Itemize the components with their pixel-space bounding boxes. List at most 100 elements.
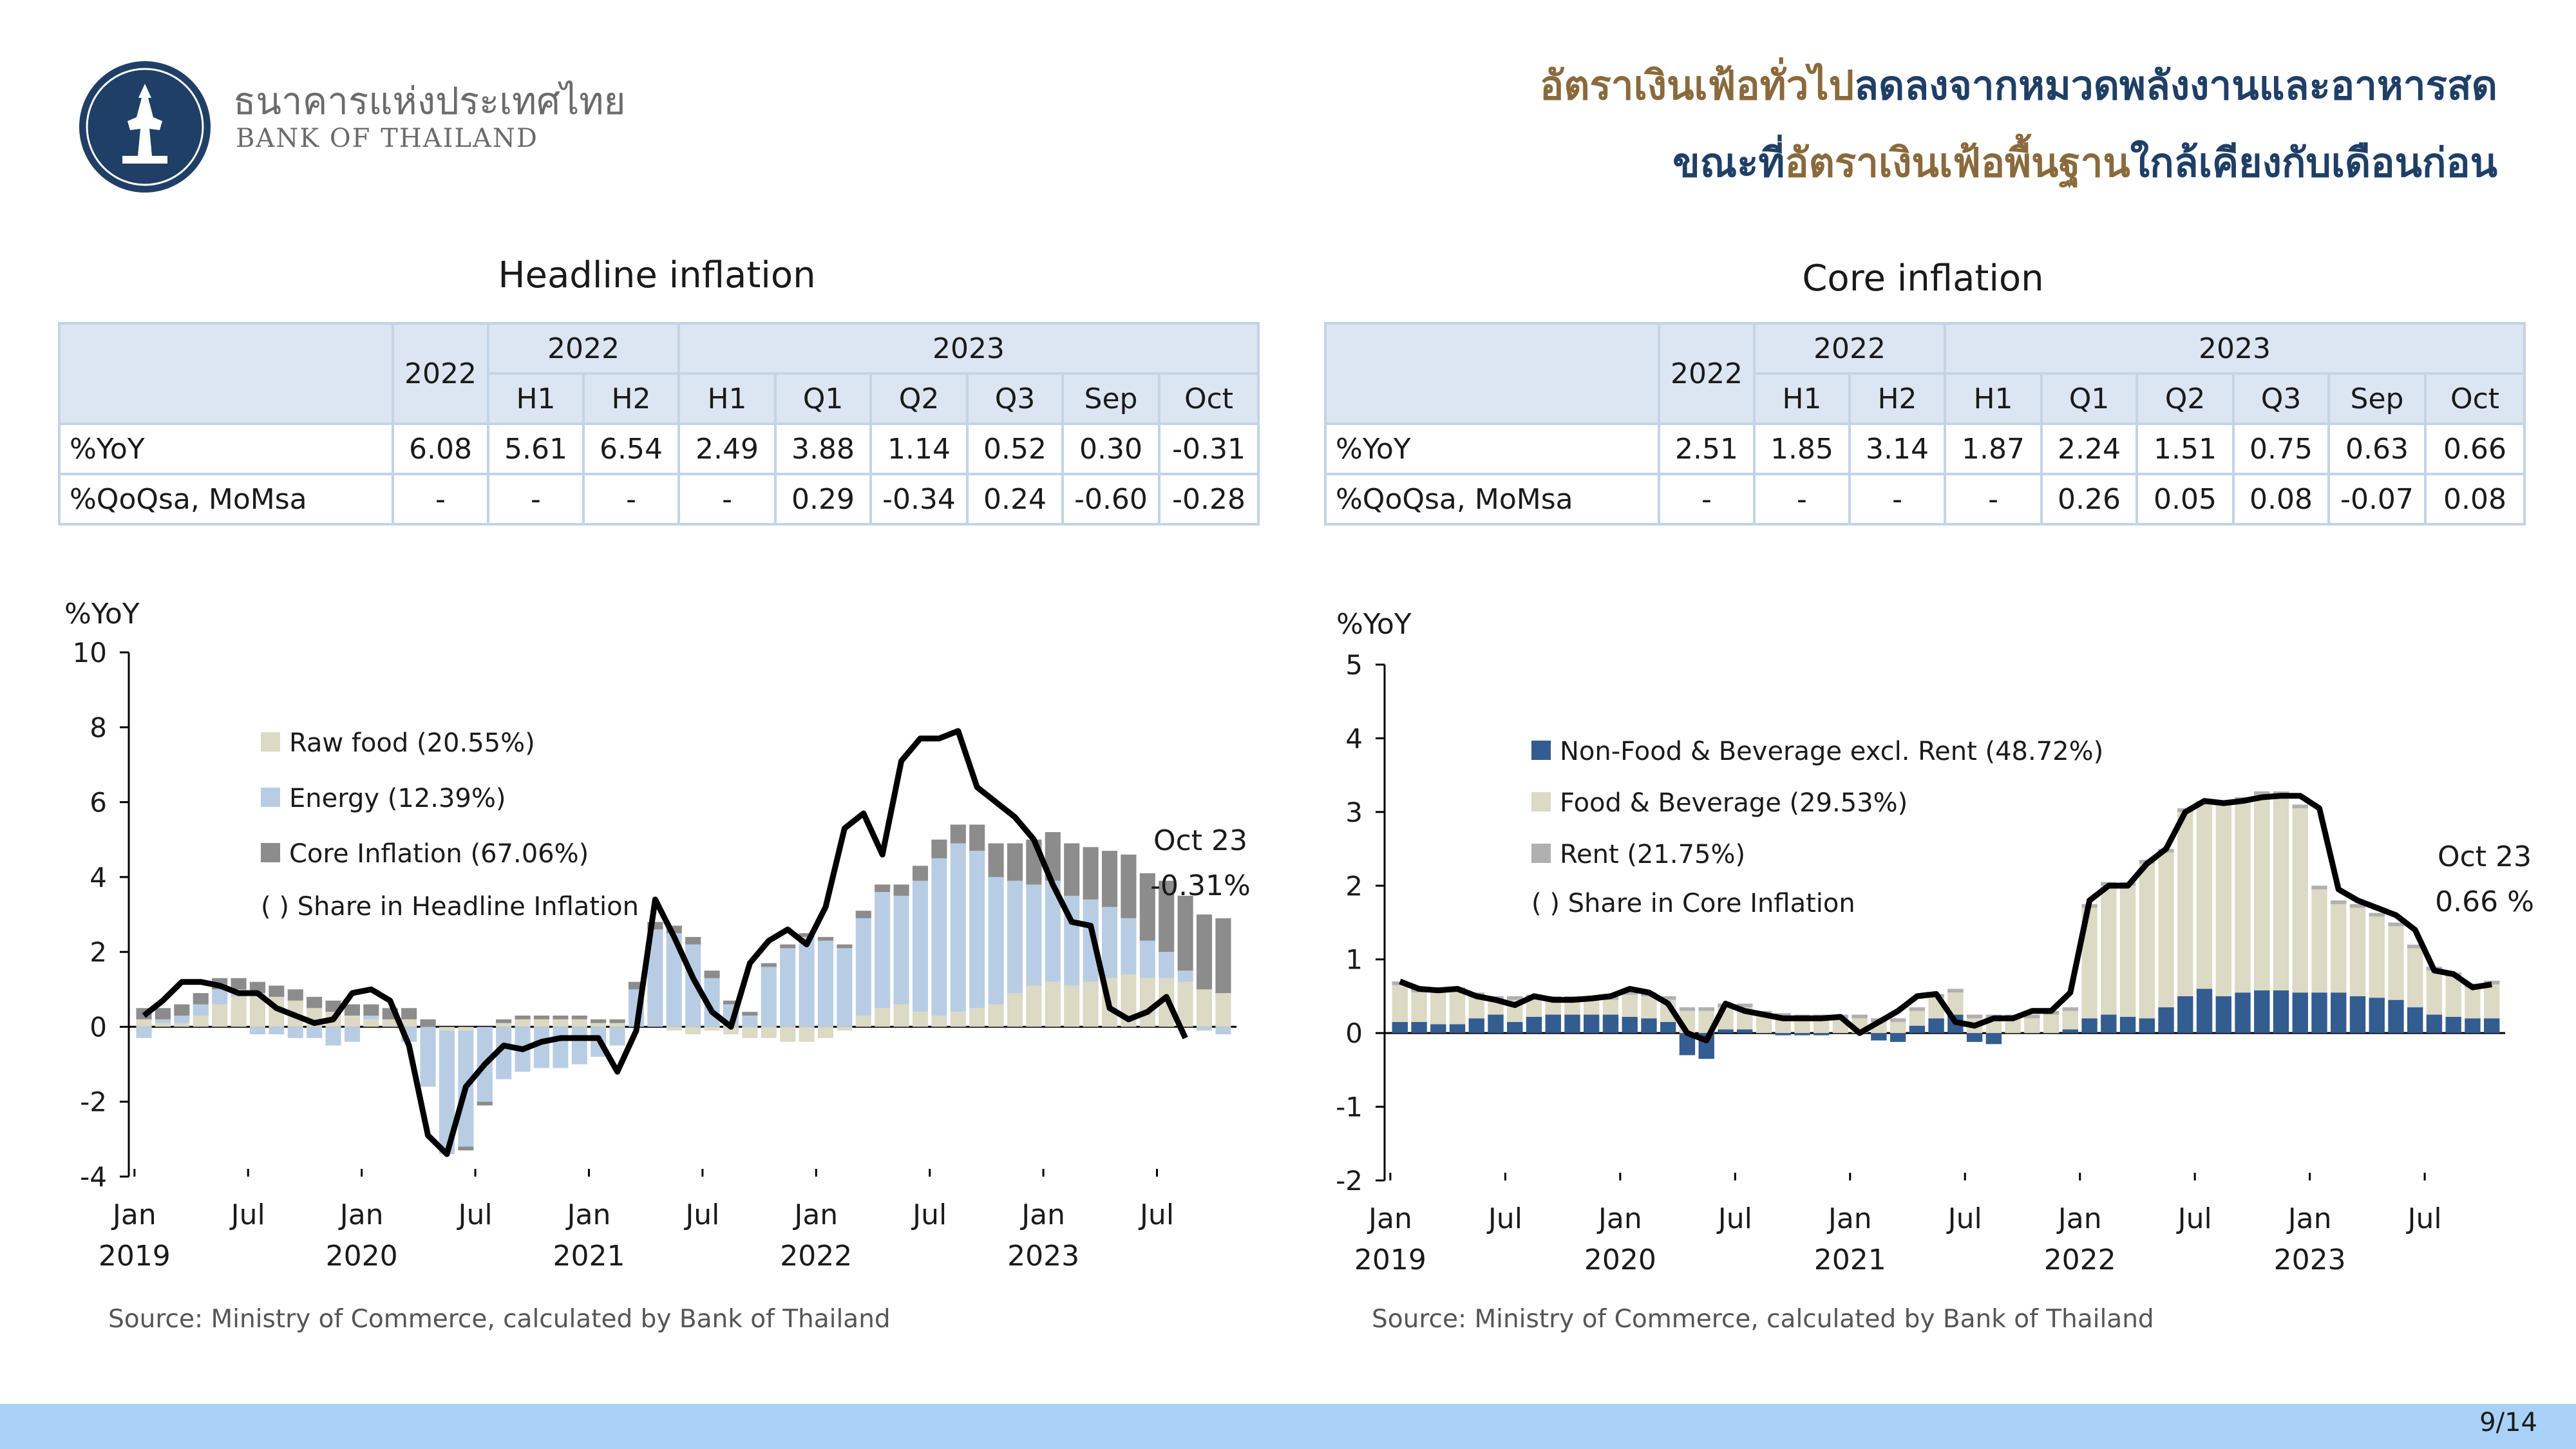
bar-segment	[231, 996, 247, 1027]
headline-panel-title: Headline inflation	[498, 254, 816, 296]
table-cell: 0.08	[2424, 473, 2526, 526]
bar-segment	[855, 1015, 871, 1027]
latest-value-annotation: Oct 23	[1153, 824, 1247, 857]
table-cell: 0.66	[2424, 422, 2526, 475]
table-cell: 1.51	[2136, 422, 2235, 475]
bar-segment	[269, 1027, 285, 1035]
x-tick-label: Jan	[1019, 1198, 1065, 1231]
y-tick-label: 0	[90, 1011, 107, 1043]
core-panel-title: Core inflation	[1802, 258, 2044, 299]
bar-segment	[1159, 952, 1175, 978]
bar-segment	[1507, 1021, 1523, 1034]
table-header-2022: 2022	[1658, 322, 1756, 425]
bar-segment	[1775, 1013, 1791, 1017]
table-cell: -0.07	[2327, 473, 2427, 526]
x-tick-label: Jul	[683, 1198, 719, 1231]
bar-segment	[1584, 999, 1600, 1015]
bar-segment	[893, 884, 909, 896]
bar-segment	[969, 851, 985, 1009]
bar-segment	[912, 866, 929, 881]
y-tick-label: 10	[73, 637, 107, 668]
bar-segment	[1449, 990, 1466, 1025]
table-subheader: Oct	[2424, 372, 2526, 425]
table-cell: -0.34	[869, 473, 969, 526]
bar-segment	[269, 985, 285, 997]
bar-segment	[666, 925, 682, 934]
latest-value-annotation: 0.66 %	[2435, 886, 2534, 918]
bar-segment	[2407, 1007, 2423, 1034]
legend-swatch	[1531, 792, 1551, 811]
table-row: %QoQsa, MoMsa - - - - 0.26 0.05 0.08 -0.…	[1324, 473, 2526, 526]
bar-segment	[515, 1015, 531, 1019]
bar-segment	[2483, 980, 2500, 985]
bar-segment	[2292, 992, 2308, 1034]
bar-segment	[1215, 993, 1231, 1027]
bank-of-thailand-seal-icon	[79, 61, 211, 193]
table-group-2022: 2022	[1752, 322, 1947, 375]
legend-label: Energy (12.39%)	[289, 784, 506, 813]
bar-segment	[174, 1023, 190, 1027]
bar-segment	[2349, 907, 2366, 996]
bar-segment	[912, 1012, 929, 1027]
x-tick-label: Jul	[1716, 1202, 1752, 1235]
bar-segment	[893, 1004, 909, 1027]
bar-segment	[742, 1027, 758, 1038]
bar-segment	[2235, 992, 2251, 1034]
table-subheader: Q1	[774, 372, 873, 425]
bar-segment	[1966, 1014, 1983, 1019]
bar-segment	[2465, 1018, 2481, 1034]
x-tick-label: Jan	[565, 1198, 611, 1231]
bar-segment	[1392, 985, 1408, 1022]
y-tick-label: 6	[90, 787, 107, 819]
row-label: %QoQsa, MoMsa	[1324, 473, 1660, 526]
bar-segment	[1488, 1014, 1504, 1034]
legend-note: ( ) Share in Core Inflation	[1531, 889, 1855, 918]
x-tick-label: Jan	[2286, 1202, 2332, 1235]
bar-segment	[2005, 1018, 2021, 1034]
table-subheader: H1	[487, 372, 585, 425]
bar-segment	[2024, 1014, 2040, 1019]
x-tick-year-label: 2019	[1354, 1244, 1426, 1276]
bar-segment	[1602, 1014, 1619, 1034]
bar-segment	[875, 1008, 891, 1027]
bar-segment	[1468, 1018, 1484, 1034]
x-tick-label: Jan	[792, 1198, 838, 1231]
table-group-2022: 2022	[486, 322, 681, 375]
table-subheader: Oct	[1158, 372, 1260, 425]
table-header-2022: 2022	[392, 322, 489, 425]
source-note: Source: Ministry of Commerce, calculated…	[1372, 1305, 2154, 1334]
table-cell: 2.24	[2040, 422, 2139, 475]
bar-segment	[1622, 990, 1638, 995]
bar-segment	[2388, 922, 2404, 927]
bar-segment	[837, 948, 853, 1027]
bar-segment	[799, 1027, 815, 1042]
bar-segment	[1813, 1018, 1830, 1034]
bar-segment	[1889, 1033, 1906, 1042]
bank-name-thai: ธนาคารแห่งประเทศไทย	[233, 79, 626, 123]
source-note: Source: Ministry of Commerce, calculated…	[108, 1305, 891, 1334]
bar-segment	[2139, 863, 2155, 1019]
bar-segment	[1871, 1033, 1887, 1041]
bar-segment	[647, 922, 663, 930]
x-tick-year-label: 2020	[326, 1240, 398, 1273]
bar-segment	[401, 1008, 417, 1019]
bar-segment	[1660, 1021, 1676, 1034]
x-tick-label: Jan	[111, 1198, 156, 1231]
bar-segment	[1007, 843, 1023, 881]
bar-segment	[1026, 884, 1042, 986]
footer-bar	[0, 1404, 2576, 1449]
table-cell: -0.60	[1061, 473, 1161, 526]
bar-segment	[287, 989, 303, 1001]
x-tick-label: Jul	[2406, 1202, 2442, 1235]
table-cell: 0.30	[1061, 422, 1161, 475]
bar-segment	[2158, 1007, 2174, 1034]
headline-text: ใกล้เคียงกับเดือนก่อน	[2130, 139, 2497, 186]
bar-segment	[2119, 1016, 2136, 1034]
bar-segment	[1909, 1010, 1926, 1026]
x-tick-label: Jan	[2056, 1202, 2102, 1235]
bar-segment	[761, 963, 777, 967]
series-line	[142, 728, 1188, 1157]
bar-segment	[1641, 1018, 1657, 1034]
bar-segment	[2254, 990, 2270, 1034]
bar-segment	[2465, 987, 2481, 1019]
